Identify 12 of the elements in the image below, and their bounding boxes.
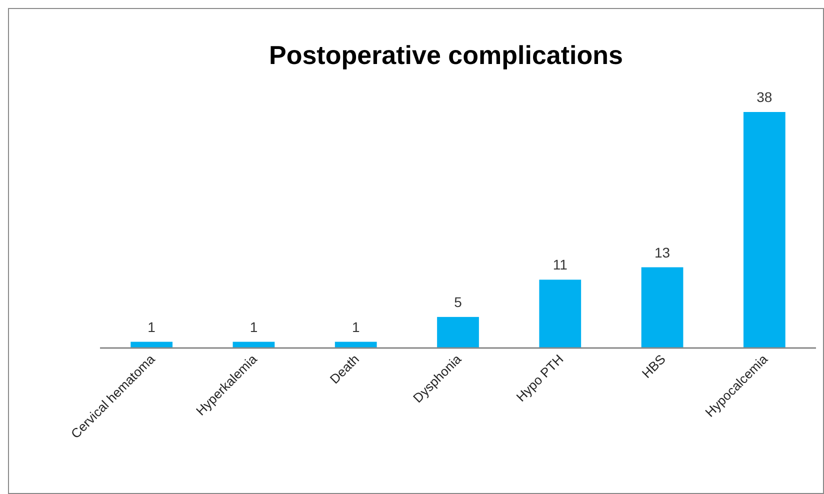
- data-label: 1: [250, 318, 258, 335]
- bar: [539, 280, 582, 348]
- data-label: 38: [756, 89, 772, 105]
- data-label: 11: [552, 256, 568, 273]
- data-label: 13: [654, 244, 670, 260]
- chart-title: Postoperative complications: [269, 40, 623, 70]
- bar: [641, 267, 684, 348]
- data-label: 5: [454, 294, 462, 310]
- data-label: 1: [352, 318, 360, 335]
- data-label: 1: [148, 318, 156, 335]
- bar: [743, 112, 786, 348]
- bar: [437, 316, 479, 348]
